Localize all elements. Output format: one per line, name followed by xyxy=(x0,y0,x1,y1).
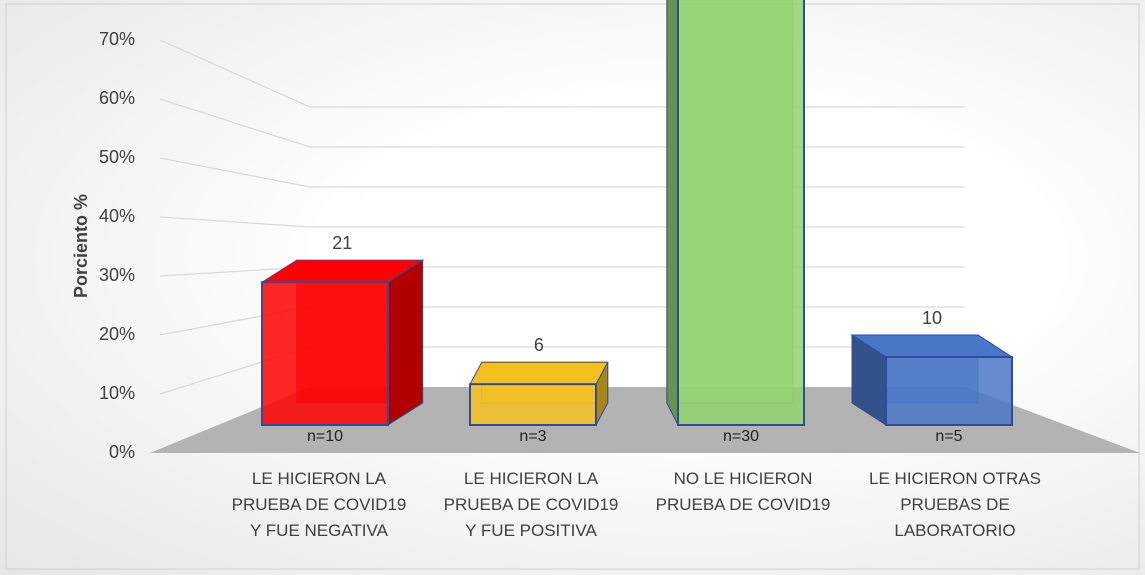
sample-size-label: n=3 xyxy=(519,428,546,445)
y-tick-label: 30% xyxy=(99,265,135,285)
sample-size-label: n=10 xyxy=(307,428,343,445)
y-axis-label: Porciento % xyxy=(71,194,91,298)
grid-line xyxy=(159,157,965,188)
x-tick-label: LE HICIERON LA PRUEBA DE COVID19 Y FUE P… xyxy=(443,469,619,540)
bar xyxy=(261,281,389,427)
bar-top xyxy=(469,361,609,385)
bar xyxy=(469,383,597,427)
bar-side xyxy=(387,259,424,426)
bar-side xyxy=(666,0,679,426)
bar xyxy=(677,0,805,426)
sample-size-label: n=30 xyxy=(723,428,759,445)
value-label: 10 xyxy=(922,308,942,328)
value-label: 6 xyxy=(534,335,544,355)
y-tick-label: 10% xyxy=(99,383,135,403)
y-tick-label: 70% xyxy=(99,29,135,49)
y-tick-label: 60% xyxy=(99,88,135,108)
frame xyxy=(5,3,1140,570)
grid-line xyxy=(159,98,965,148)
bar xyxy=(885,356,1013,426)
x-tick-label: LE HICIERON OTRAS PRUEBAS DE LABORATORIO xyxy=(869,469,1041,540)
y-tick-label: 20% xyxy=(99,324,135,344)
grid-line xyxy=(159,39,965,108)
y-tick-label: 0% xyxy=(109,442,135,462)
grid-line xyxy=(159,216,965,228)
value-label: 21 xyxy=(332,233,352,253)
y-tick-label: 40% xyxy=(99,206,135,226)
x-tick-label: NO LE HICIERON PRUEBA DE COVID19 xyxy=(655,469,831,514)
sample-size-label: n=5 xyxy=(935,428,962,445)
x-tick-label: LE HICIERON LA PRUEBA DE COVID19 Y FUE N… xyxy=(231,469,407,540)
y-tick-label: 50% xyxy=(99,147,135,167)
